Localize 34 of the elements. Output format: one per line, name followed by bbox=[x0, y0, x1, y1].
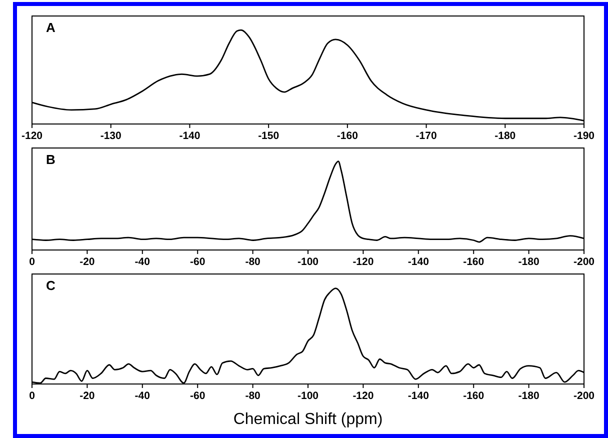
x-tick-label: -100 bbox=[297, 256, 319, 268]
x-tick-label: -120 bbox=[352, 390, 374, 402]
x-tick-label: -80 bbox=[245, 390, 261, 402]
x-tick-label: -180 bbox=[518, 390, 540, 402]
chart-title: C bbox=[46, 278, 56, 293]
chart-title: A bbox=[46, 20, 56, 35]
x-tick-label: -140 bbox=[179, 130, 200, 142]
x-tick-label: 0 bbox=[29, 256, 36, 268]
x-tick-label: -20 bbox=[80, 256, 95, 268]
x-tick-label: -180 bbox=[494, 130, 516, 142]
x-tick-label: -200 bbox=[573, 256, 595, 268]
x-tick-label: -180 bbox=[518, 256, 540, 268]
x-tick-label: -100 bbox=[297, 390, 319, 402]
x-tick-label: -160 bbox=[463, 390, 484, 402]
x-tick-label: 0 bbox=[29, 390, 36, 402]
x-tick-label: -40 bbox=[134, 390, 150, 402]
x-tick-label: -60 bbox=[190, 390, 206, 402]
x-tick-label: -60 bbox=[190, 256, 206, 268]
x-tick-label: -160 bbox=[463, 256, 484, 268]
x-tick-label: -160 bbox=[336, 130, 358, 142]
x-tick-label: -120 bbox=[21, 130, 43, 142]
x-tick-label: -40 bbox=[134, 256, 150, 268]
x-tick-label: -140 bbox=[408, 256, 430, 268]
x-tick-label: -140 bbox=[408, 390, 430, 402]
x-tick-label: -130 bbox=[100, 130, 122, 142]
x-tick-label: -200 bbox=[573, 390, 595, 402]
x-axis-title: Chemical Shift (ppm) bbox=[233, 411, 383, 428]
x-tick-label: -170 bbox=[416, 130, 437, 142]
x-tick-label: -80 bbox=[245, 256, 261, 268]
x-tick-label: -150 bbox=[258, 130, 280, 142]
x-tick-label: -20 bbox=[80, 390, 95, 402]
x-tick-label: -190 bbox=[573, 130, 595, 142]
chart-title: B bbox=[46, 152, 56, 167]
x-tick-label: -120 bbox=[352, 256, 374, 268]
